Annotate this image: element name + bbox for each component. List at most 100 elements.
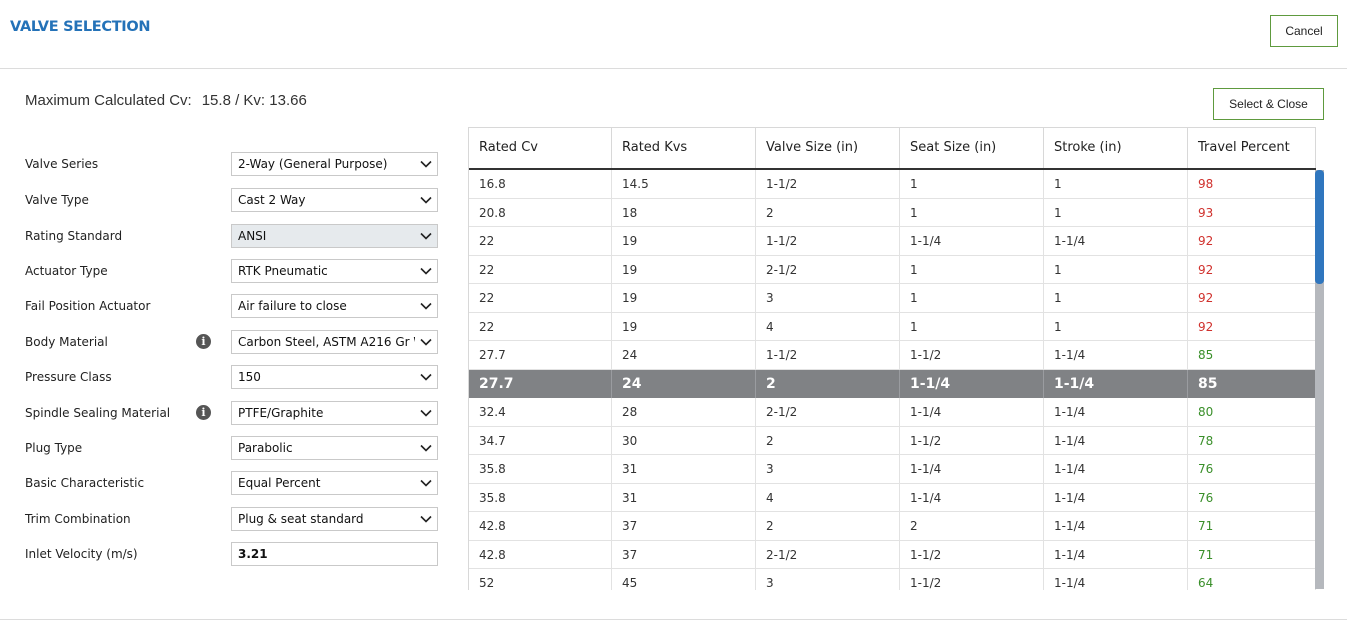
form-row: Actuator Type RTK Pneumatic xyxy=(25,259,438,283)
table-cell: 92 xyxy=(1188,227,1316,255)
table-cell: 93 xyxy=(1188,198,1316,227)
form-select[interactable]: Air failure to close xyxy=(231,294,438,318)
form-select-value: 150 xyxy=(238,370,261,384)
column-header[interactable]: Rated Cv xyxy=(469,128,612,168)
table-cell: 71 xyxy=(1188,540,1316,569)
table-cell: 2 xyxy=(756,426,900,455)
table-cell: 2-1/2 xyxy=(756,255,900,284)
table-cell: 85 xyxy=(1188,341,1316,369)
column-header[interactable]: Valve Size (in) xyxy=(756,128,900,168)
form-select-value: RTK Pneumatic xyxy=(238,264,328,278)
table-cell: 27.7 xyxy=(469,369,612,398)
form-select[interactable]: ANSI xyxy=(231,224,438,248)
table-row[interactable]: 22 19 3 1 1 92 xyxy=(469,284,1316,313)
form-select[interactable]: Carbon Steel, ASTM A216 Gr WCB xyxy=(231,330,438,354)
table-cell: 1-1/2 xyxy=(900,341,1044,369)
select-close-button[interactable]: Select & Close xyxy=(1213,88,1324,120)
table-cell: 1-1/2 xyxy=(756,341,900,369)
table-cell: 16.8 xyxy=(469,170,612,198)
table-cell: 22 xyxy=(469,312,612,341)
column-header[interactable]: Stroke (in) xyxy=(1044,128,1188,168)
info-icon[interactable]: i xyxy=(196,405,211,420)
form-select[interactable]: Plug & seat standard xyxy=(231,507,438,531)
table-cell: 92 xyxy=(1188,284,1316,312)
table-row-selected[interactable]: 27.7 24 2 1-1/4 1-1/4 85 xyxy=(469,369,1316,398)
table-row[interactable]: 35.8 31 3 1-1/4 1-1/4 76 xyxy=(469,455,1316,484)
form-select-value: Parabolic xyxy=(238,441,293,455)
form-select[interactable]: Equal Percent xyxy=(231,471,438,495)
cv-summary-label: Maximum Calculated Cv: xyxy=(25,92,192,109)
table-cell: 1-1/2 xyxy=(900,426,1044,455)
form-select[interactable]: Parabolic xyxy=(231,436,438,460)
table-row[interactable]: 22 19 1-1/2 1-1/4 1-1/4 92 xyxy=(469,227,1316,256)
table-cell: 19 xyxy=(612,255,756,284)
table-cell: 45 xyxy=(612,569,756,590)
table-cell: 1-1/4 xyxy=(900,369,1044,398)
table-row[interactable]: 42.8 37 2-1/2 1-1/2 1-1/4 71 xyxy=(469,540,1316,569)
table-cell: 1 xyxy=(900,198,1044,227)
table-row[interactable]: 22 19 2-1/2 1 1 92 xyxy=(469,255,1316,284)
table-cell: 1-1/4 xyxy=(900,483,1044,512)
table-row[interactable]: 22 19 4 1 1 92 xyxy=(469,312,1316,341)
table-cell: 31 xyxy=(612,455,756,483)
form-select-value: Equal Percent xyxy=(238,476,321,490)
table-row[interactable]: 20.8 18 2 1 1 93 xyxy=(469,198,1316,227)
column-header[interactable]: Rated Kvs xyxy=(612,128,756,168)
table-row[interactable]: 35.8 31 4 1-1/4 1-1/4 76 xyxy=(469,483,1316,512)
form-label: Fail Position Actuator xyxy=(25,299,151,313)
table-cell: 22 xyxy=(469,255,612,284)
table-cell: 2 xyxy=(900,512,1044,540)
table-cell: 1 xyxy=(1044,284,1188,312)
table-cell: 31 xyxy=(612,483,756,512)
table-scrollbar[interactable] xyxy=(1315,170,1324,589)
table-cell: 1 xyxy=(900,170,1044,198)
table-cell: 30 xyxy=(612,426,756,455)
table-cell: 1-1/4 xyxy=(1044,483,1188,512)
table-cell: 1-1/4 xyxy=(1044,227,1188,255)
table-cell: 27.7 xyxy=(469,341,612,369)
column-header[interactable]: Seat Size (in) xyxy=(900,128,1044,168)
table-row[interactable]: 52 45 3 1-1/2 1-1/4 64 xyxy=(469,569,1316,590)
chevron-down-icon xyxy=(415,225,437,247)
table-cell: 1-1/2 xyxy=(756,170,900,198)
form-select[interactable]: RTK Pneumatic xyxy=(231,259,438,283)
table-row[interactable]: 27.7 24 1-1/2 1-1/2 1-1/4 85 xyxy=(469,341,1316,370)
form-row: Valve Type Cast 2 Way xyxy=(25,188,438,212)
table-row[interactable]: 42.8 37 2 2 1-1/4 71 xyxy=(469,512,1316,541)
header-divider xyxy=(0,68,1347,69)
rated-cv-table: Rated Cv Rated Kvs Valve Size (in) Seat Siz… xyxy=(468,127,1316,590)
form-select[interactable]: 150 xyxy=(231,365,438,389)
table-cell: 76 xyxy=(1188,483,1316,512)
chevron-down-icon xyxy=(415,153,437,175)
info-icon[interactable]: i xyxy=(196,334,211,349)
chevron-down-icon xyxy=(415,472,437,494)
cv-summary-value: 15.8 / Kv: 13.66 xyxy=(201,92,307,109)
cancel-button[interactable]: Cancel xyxy=(1270,15,1338,47)
form-row: Pressure Class 150 xyxy=(25,365,438,389)
table-scrollbar-thumb[interactable] xyxy=(1315,170,1324,284)
form-row: Plug Type Parabolic xyxy=(25,436,438,460)
inlet-velocity-input[interactable]: 3.21 xyxy=(231,542,438,566)
table-cell: 71 xyxy=(1188,512,1316,540)
column-header[interactable]: Travel Percent xyxy=(1188,128,1316,168)
form-select[interactable]: 2-Way (General Purpose) xyxy=(231,152,438,176)
table-cell: 18 xyxy=(612,198,756,227)
chevron-down-icon xyxy=(415,260,437,282)
table-cell: 24 xyxy=(612,341,756,369)
table-row[interactable]: 32.4 28 2-1/2 1-1/4 1-1/4 80 xyxy=(469,398,1316,427)
table-row[interactable]: 16.8 14.5 1-1/2 1 1 98 xyxy=(469,170,1316,199)
table-cell: 22 xyxy=(469,284,612,312)
form-select[interactable]: PTFE/Graphite xyxy=(231,401,438,425)
table-cell: 1-1/4 xyxy=(1044,426,1188,455)
table-cell: 78 xyxy=(1188,426,1316,455)
table-cell: 1-1/2 xyxy=(756,227,900,255)
table-body: 16.8 14.5 1-1/2 1 1 98 20.8 18 2 1 1 93 22 19 1-1/2 1-1… xyxy=(469,170,1316,590)
table-cell: 1 xyxy=(1044,198,1188,227)
table-cell: 98 xyxy=(1188,170,1316,198)
table-cell: 35.8 xyxy=(469,455,612,483)
form-label: Pressure Class xyxy=(25,370,112,384)
table-row[interactable]: 34.7 30 2 1-1/2 1-1/4 78 xyxy=(469,426,1316,455)
table-cell: 3 xyxy=(756,569,900,590)
form-select[interactable]: Cast 2 Way xyxy=(231,188,438,212)
table-cell: 4 xyxy=(756,312,900,341)
